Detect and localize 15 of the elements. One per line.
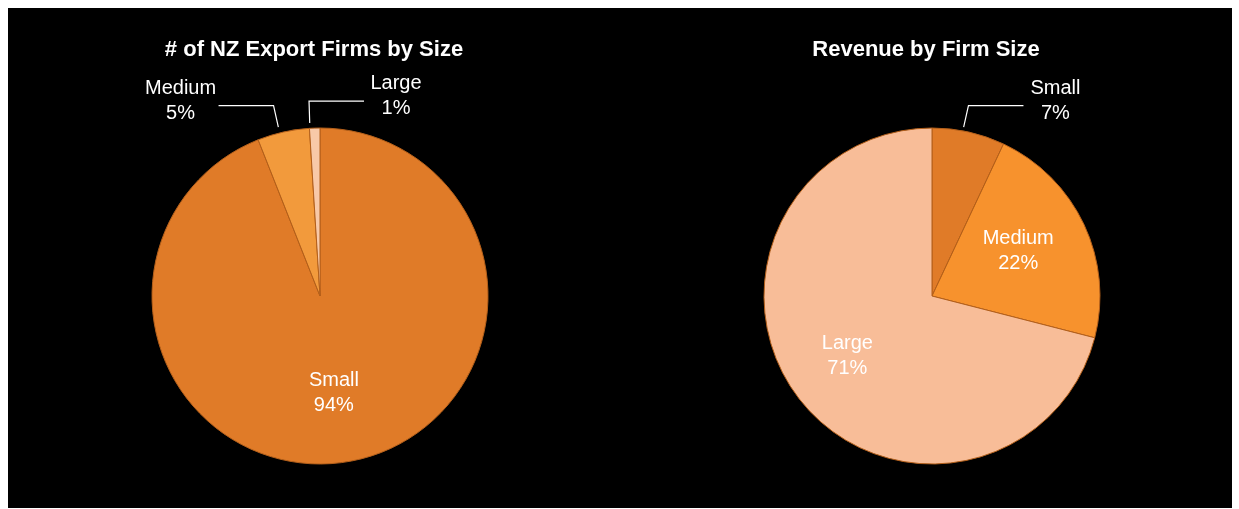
slice-label: Medium [144,75,217,98]
slice-label: Large [821,330,873,353]
slice-label: Large [370,71,422,94]
chart-title: Revenue by Firm Size [811,36,1041,62]
data-label: 7% [1040,100,1071,123]
data-label: 94% [313,393,355,416]
data-label: 71% [827,355,868,378]
data-label: 1% [381,96,411,119]
data-label: 5% [166,100,196,123]
slice-label: Small [308,368,359,391]
data-label: 22% [998,251,1039,274]
pie-slice [151,127,489,465]
slice-label: Small [1030,75,1081,98]
slice-label: Medium [982,226,1054,249]
chart-title: # of NZ Export Firms by Size [163,36,465,62]
